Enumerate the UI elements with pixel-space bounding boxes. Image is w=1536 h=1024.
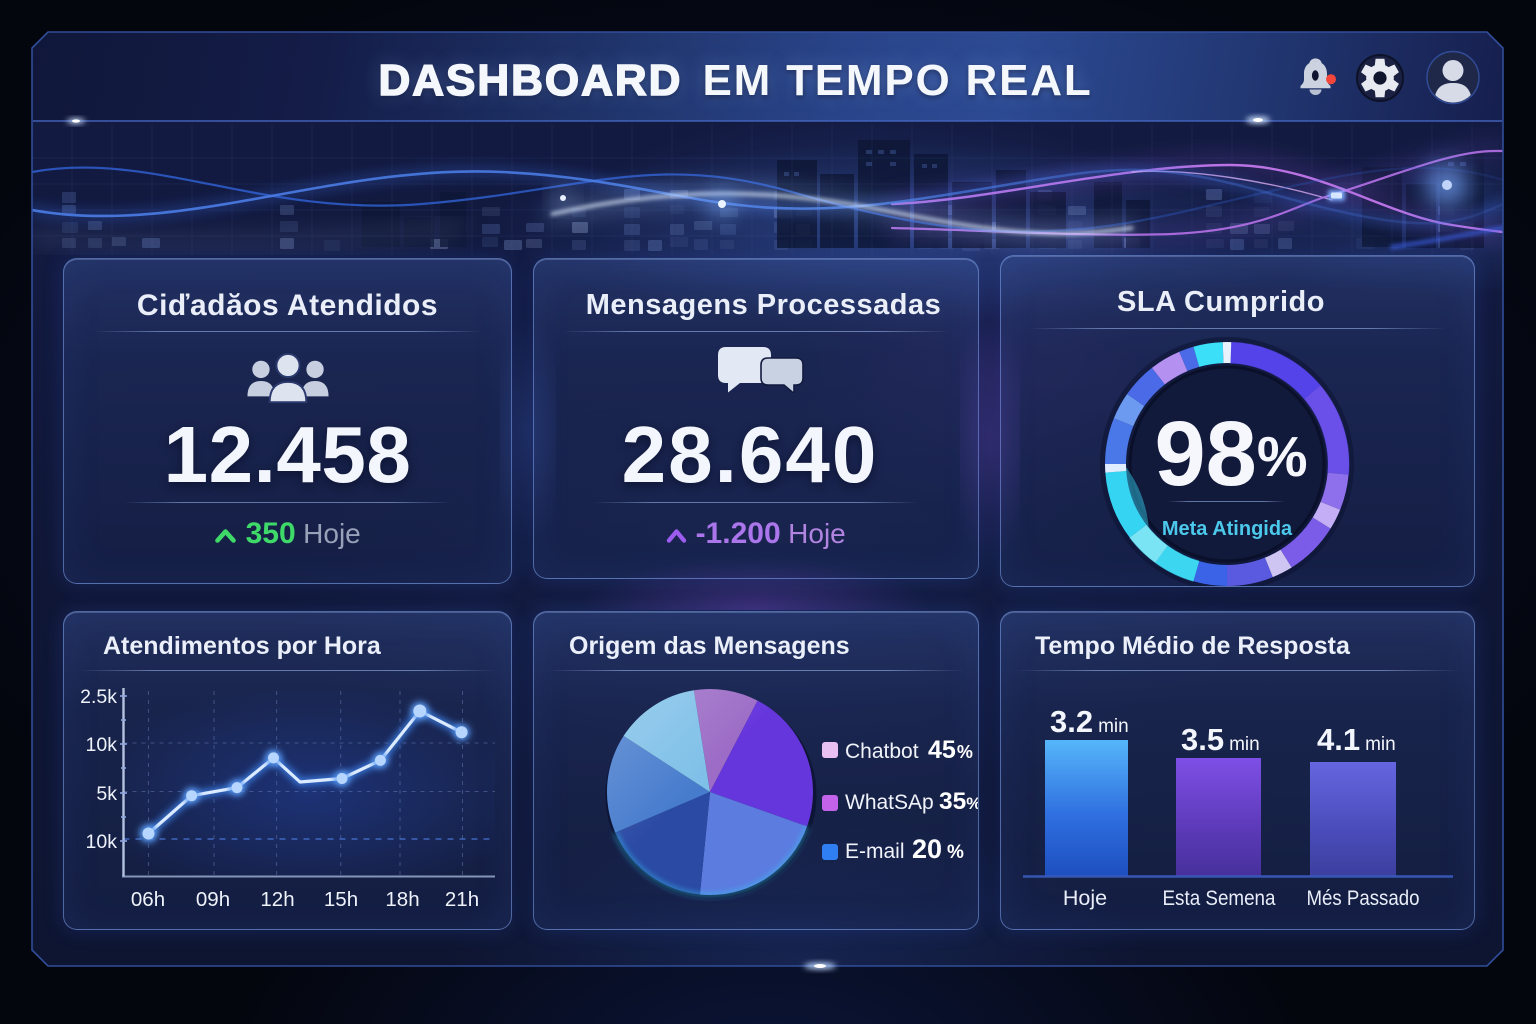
svg-text:06h: 06h: [131, 888, 165, 911]
svg-text:WhatSAp: WhatSAp: [845, 791, 934, 814]
svg-text:21h: 21h: [445, 888, 479, 911]
svg-text:Chatbot: Chatbot: [845, 740, 919, 763]
svg-text:09h: 09h: [196, 888, 230, 911]
svg-text:12h: 12h: [260, 888, 294, 911]
svg-text:Esta Semena: Esta Semena: [1163, 886, 1276, 910]
svg-text:35%: 35%: [939, 788, 978, 815]
svg-text:18h: 18h: [385, 888, 419, 911]
svg-text:10k: 10k: [86, 734, 118, 756]
svg-text:10k: 10k: [86, 831, 118, 853]
svg-text:Més Passado: Més Passado: [1307, 886, 1420, 910]
svg-text:E-mail: E-mail: [845, 840, 905, 863]
svg-text:Hoje: Hoje: [1063, 886, 1107, 910]
svg-text:45%: 45%: [928, 736, 973, 764]
svg-text:20%: 20%: [912, 834, 964, 864]
svg-text:5k: 5k: [96, 783, 117, 805]
svg-text:15h: 15h: [324, 888, 358, 911]
svg-text:2.5k: 2.5k: [80, 686, 117, 708]
